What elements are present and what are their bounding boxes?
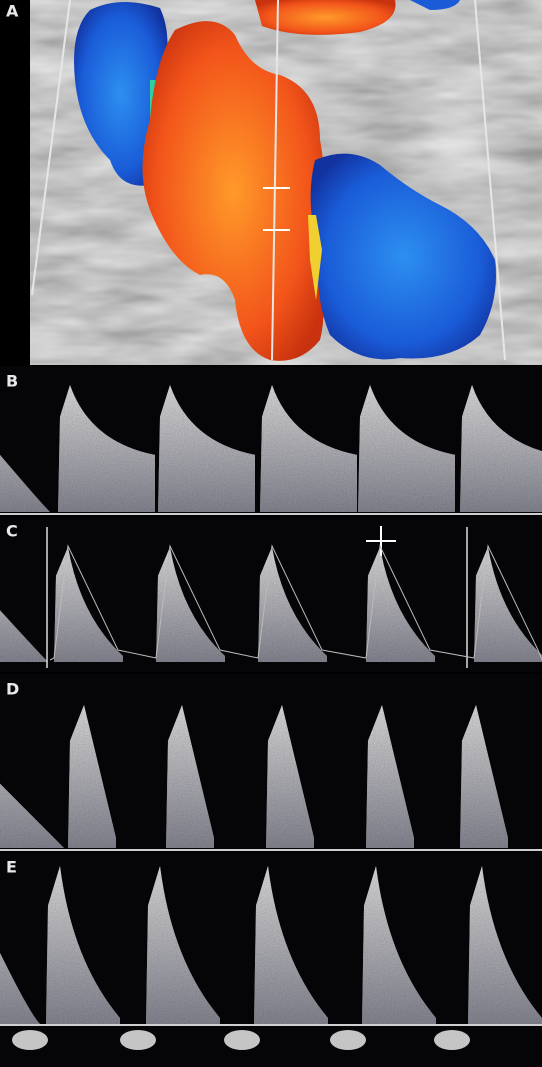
spectral-panel: E (0, 852, 542, 1067)
flow-blue (410, 0, 460, 10)
sector-line (31, 0, 71, 296)
echo-blob (434, 1030, 470, 1050)
trace-outline (49, 544, 542, 661)
panel-label: C (6, 522, 18, 541)
doppler-waveform (0, 385, 542, 512)
spectral-panel: C (0, 516, 542, 672)
side-strip (0, 0, 30, 365)
panel-label: E (6, 858, 17, 877)
panel-label: A (6, 2, 19, 21)
flow-aliasing (308, 215, 322, 300)
doppler-waveform (0, 866, 542, 1024)
flow-blue (310, 153, 496, 360)
panel-label: B (6, 372, 18, 391)
doppler-waveform (0, 547, 542, 662)
spectral-panel: D (0, 674, 542, 851)
spectral-panels: B C D E (0, 366, 542, 1067)
flow-blue (74, 1, 168, 186)
echo-blob (120, 1030, 156, 1050)
panel-a: A (0, 0, 542, 365)
panel-label: D (6, 680, 19, 699)
echo-blob (224, 1030, 260, 1050)
spectral-panel: B (0, 366, 542, 515)
echo-blob (12, 1030, 48, 1050)
flow-orange (255, 0, 396, 35)
flow-orange (142, 21, 324, 361)
cursor-line (271, 0, 279, 361)
sector-line (474, 0, 506, 361)
doppler-waveform (0, 705, 508, 848)
echo-blob (330, 1030, 366, 1050)
